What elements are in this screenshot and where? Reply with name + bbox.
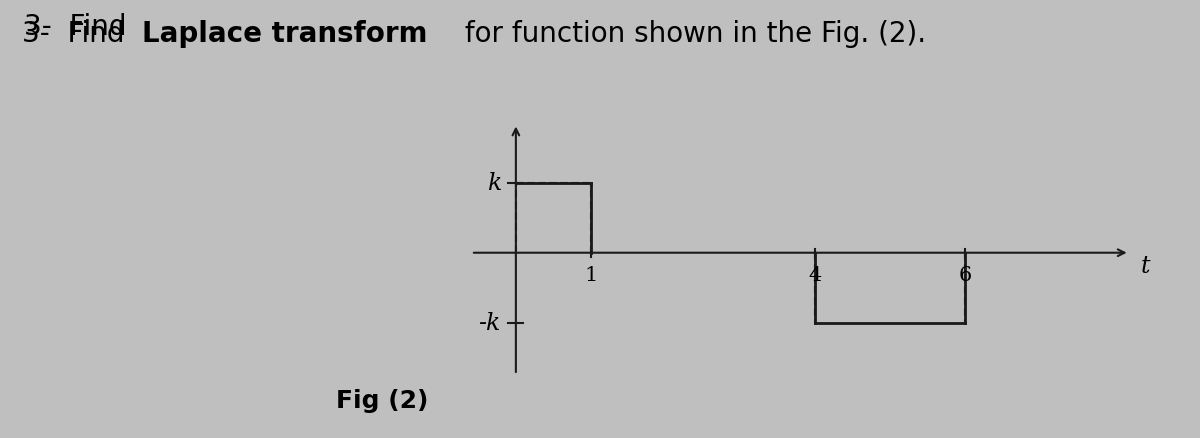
Text: Fig (2): Fig (2) <box>336 388 428 412</box>
Text: 6: 6 <box>959 266 972 285</box>
Text: Laplace transform: Laplace transform <box>142 20 427 48</box>
Text: 3-  Find: 3- Find <box>22 20 133 48</box>
Text: 1: 1 <box>584 266 598 285</box>
Text: t: t <box>1141 254 1151 277</box>
Text: 4: 4 <box>809 266 822 285</box>
Text: k: k <box>486 172 500 195</box>
Text: for function shown in the Fig. (2).: for function shown in the Fig. (2). <box>456 20 926 48</box>
Text: 3-  Find: 3- Find <box>24 13 136 41</box>
Text: -k: -k <box>479 311 500 334</box>
